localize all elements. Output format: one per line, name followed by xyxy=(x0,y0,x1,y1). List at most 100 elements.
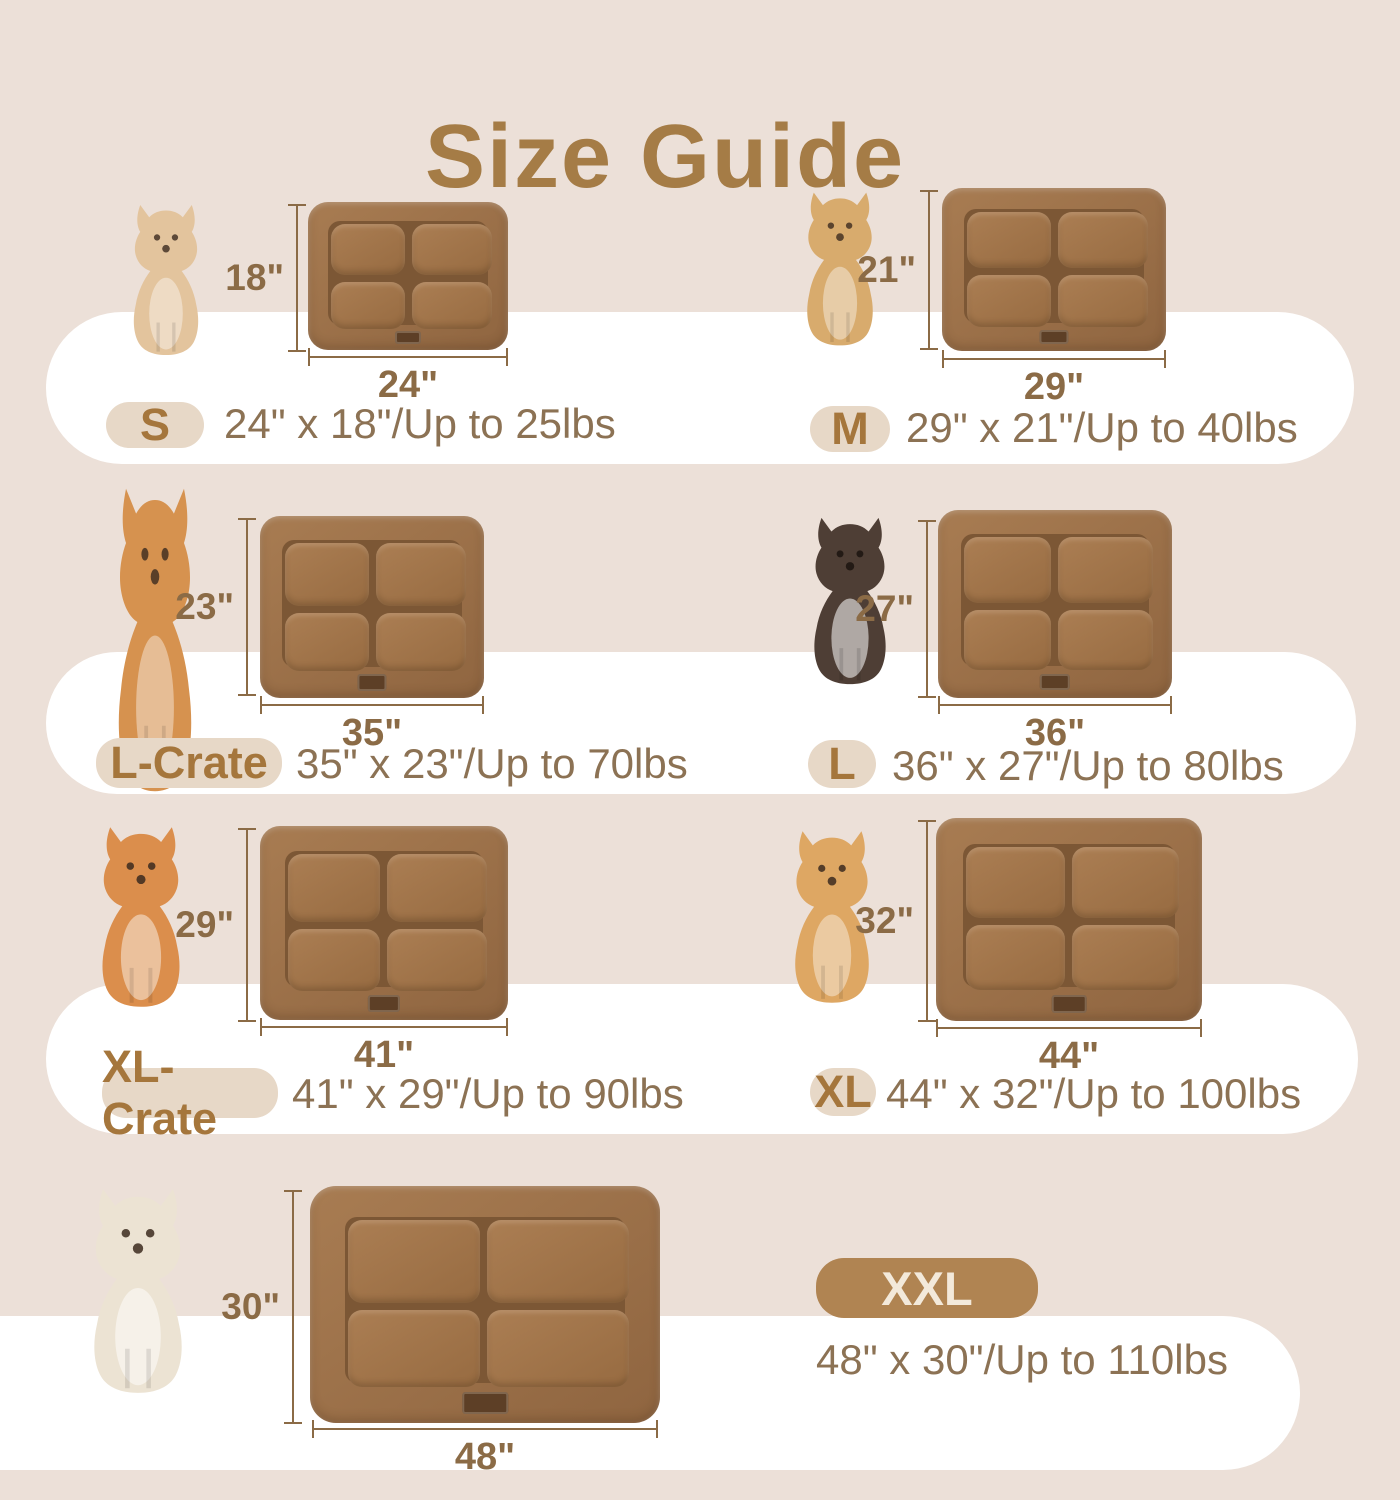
page-title: Size Guide xyxy=(424,107,906,208)
width-dim-xl-crate: 41" xyxy=(260,1018,508,1077)
size-spec-xl: 44" x 32"/Up to 100lbs xyxy=(886,1070,1302,1117)
size-badge-s: S xyxy=(106,399,204,450)
mat-pillow xyxy=(348,1309,480,1387)
mat-pillow xyxy=(387,928,488,992)
mat-pillow xyxy=(486,1309,629,1387)
width-dim-label-l-crate: 35" xyxy=(341,712,403,754)
width-dim-s: 24" xyxy=(308,348,508,407)
width-dim-line-s xyxy=(308,348,508,366)
dog-photo-shiba-inu xyxy=(74,794,208,1040)
brand-tag xyxy=(462,1392,508,1414)
mat-pillow xyxy=(285,612,369,672)
height-dim-l-crate: 23" xyxy=(172,518,256,696)
size-spec-l: 36" x 27"/Up to 80lbs xyxy=(892,742,1284,789)
dog-photo-chihuahua xyxy=(110,194,222,366)
brand-tag xyxy=(1039,329,1069,345)
brand-tag xyxy=(357,674,387,691)
width-dim-label-xl: 44" xyxy=(1038,1035,1100,1077)
mat-pillow xyxy=(375,612,466,672)
mat-pillow xyxy=(331,281,405,329)
height-dim-label-l-crate: 23" xyxy=(175,586,234,627)
mat-graphic-m xyxy=(942,188,1166,351)
mat-pillow xyxy=(287,854,381,922)
mat-pillow xyxy=(331,224,405,275)
mat-pillow xyxy=(1057,275,1148,328)
size-spec-xxl: 48" x 30"/Up to 110lbs xyxy=(816,1336,1228,1383)
height-dim-line-l xyxy=(918,520,936,698)
mat-graphic-s xyxy=(308,202,508,350)
width-dim-line-xl-crate xyxy=(260,1018,508,1036)
brand-tag xyxy=(395,330,421,345)
width-dim-line-l-crate xyxy=(260,696,484,714)
brand-tag xyxy=(1051,994,1087,1013)
size-spec-l-crate: 35" x 23"/Up to 70lbs xyxy=(296,740,688,787)
height-dim-label-s: 18" xyxy=(225,257,284,298)
width-dim-label-xl-crate: 41" xyxy=(353,1034,415,1076)
mat-pillow xyxy=(1058,537,1153,603)
height-dim-line-l-crate xyxy=(238,518,256,696)
width-dim-l-crate: 35" xyxy=(260,696,484,755)
mat-pillow xyxy=(285,542,369,606)
height-dim-label-m: 21" xyxy=(857,249,916,290)
mat-pillow xyxy=(1071,925,1180,991)
size-badge-xxl: XXL xyxy=(816,1258,1038,1318)
height-dim-line-xl xyxy=(918,820,936,1022)
height-dim-xl: 32" xyxy=(850,820,936,1022)
mat-pillow xyxy=(1058,609,1153,671)
mat-pillow xyxy=(964,537,1052,603)
height-dim-l: 27" xyxy=(852,520,936,698)
size-badge-xl-crate: XL-Crate xyxy=(102,1041,278,1144)
height-dim-xxl: 30" xyxy=(216,1190,302,1424)
mat-graphic-l xyxy=(938,510,1172,698)
dog-photo-border-collie xyxy=(788,486,912,716)
width-dim-label-xxl: 48" xyxy=(454,1436,516,1478)
mat-pillow xyxy=(965,925,1065,991)
width-dim-xl: 44" xyxy=(936,1019,1202,1078)
mat-pillow xyxy=(411,224,492,275)
size-badge-l: L xyxy=(808,738,876,789)
height-dim-xl-crate: 29" xyxy=(172,828,256,1022)
mat-pillow xyxy=(411,281,492,329)
mat-pillow xyxy=(967,212,1051,269)
width-dim-l: 36" xyxy=(938,696,1172,755)
height-dim-line-m xyxy=(920,190,938,350)
mat-pillow xyxy=(348,1219,480,1303)
height-dim-label-xl-crate: 29" xyxy=(175,904,234,945)
size-spec-m: 29" x 21"/Up to 40lbs xyxy=(906,404,1298,451)
height-dim-label-xl: 32" xyxy=(855,900,914,941)
dog-photo-golden-retriever xyxy=(768,794,896,1040)
mat-pillow xyxy=(486,1219,629,1303)
mat-pillow xyxy=(1057,212,1148,269)
mat-pillow xyxy=(967,275,1051,328)
height-dim-line-s xyxy=(288,204,306,352)
mat-graphic-xxl xyxy=(310,1186,660,1423)
dog-photo-shaggy-puppy xyxy=(783,170,897,368)
height-dim-label-l: 27" xyxy=(855,588,914,629)
height-dim-s: 18" xyxy=(222,204,306,352)
width-dim-line-xl xyxy=(936,1019,1202,1037)
mat-graphic-l-crate xyxy=(260,516,484,698)
mat-pillow xyxy=(965,847,1065,919)
height-dim-m: 21" xyxy=(854,190,938,350)
width-dim-line-m xyxy=(942,350,1166,368)
size-badge-m: M xyxy=(810,403,890,454)
size-badge-xl: XL xyxy=(810,1066,876,1117)
height-dim-line-xl-crate xyxy=(238,828,256,1022)
mat-pillow xyxy=(375,542,466,606)
width-dim-xxl: 48" xyxy=(312,1420,658,1479)
width-dim-line-l xyxy=(938,696,1172,714)
width-dim-label-s: 24" xyxy=(377,364,439,406)
dog-photo-white-retriever xyxy=(62,1136,214,1446)
mat-graphic-xl xyxy=(936,818,1202,1021)
brand-tag xyxy=(1039,673,1071,691)
height-dim-line-xxl xyxy=(284,1190,302,1424)
mat-graphic-xl-crate xyxy=(260,826,508,1020)
mat-pillow xyxy=(387,854,488,922)
width-dim-label-l: 36" xyxy=(1024,712,1086,754)
brand-tag xyxy=(367,994,401,1013)
width-dim-m: 29" xyxy=(942,350,1166,409)
mat-pillow xyxy=(964,609,1052,671)
width-dim-line-xxl xyxy=(312,1420,658,1438)
size-spec-xl-crate: 41" x 29"/Up to 90lbs xyxy=(292,1070,684,1117)
